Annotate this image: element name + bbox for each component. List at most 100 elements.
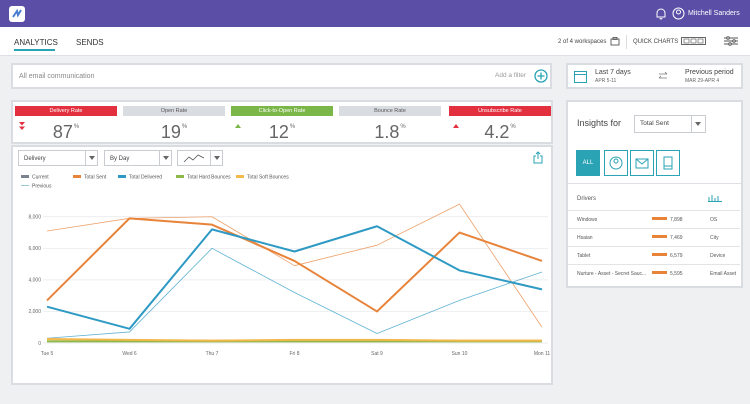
filter-text: All email communication (19, 73, 95, 80)
kpi-panel: Delivery Rate 87% Open Rate 19% Click-to… (11, 100, 553, 144)
workspaces[interactable]: 2 of 4 workspaces (558, 39, 607, 45)
swap-icon[interactable] (658, 71, 668, 81)
previous-dates: MAR 29-APR 4 (685, 78, 720, 84)
kpi-value: 1.8% (339, 122, 441, 143)
legend-swatch (73, 175, 81, 178)
chart-type-dropdown[interactable] (177, 150, 223, 166)
kpi-value: 12% (231, 122, 333, 143)
previous-period: Previous period (685, 69, 734, 76)
drivers-title: Drivers (577, 196, 596, 202)
filter-device-button[interactable] (656, 150, 680, 176)
tab-analytics[interactable]: ANALYTICS (14, 38, 58, 47)
driver-row[interactable]: Hsaian 7,469 City (568, 228, 740, 245)
chart-panel: Delivery By Day Current Total Sent Total D… (11, 145, 553, 385)
kpi-card[interactable]: Open Rate 19% (123, 106, 225, 144)
y-tick-label: 4,000 (28, 278, 41, 284)
kpi-number: 19 (160, 122, 181, 142)
x-tick-label: Sun 10 (452, 351, 468, 357)
add-filter[interactable]: Add a filter (495, 72, 527, 79)
user-icon[interactable] (672, 7, 685, 20)
driver-type: Device (710, 253, 726, 259)
previous-line (46, 203, 543, 328)
kpi-card[interactable]: Click-to-Open Rate 12% (231, 106, 333, 144)
top-bar: Mitchell Sanders (0, 0, 750, 27)
driver-type: Email Asset (710, 271, 737, 277)
kpi-unit: % (400, 124, 406, 130)
y-tick-label: 8,000 (28, 215, 41, 221)
x-tick-label: Fri 8 (290, 351, 300, 357)
kpi-value: 87% (15, 122, 117, 143)
kpi-label: Unsubscribe Rate (449, 106, 551, 116)
tab-sends[interactable]: SENDS (76, 38, 104, 47)
kpi-value: 4.2% (449, 122, 551, 143)
x-tick-label: Sat 9 (371, 351, 383, 357)
driver-name: Hsaian (577, 235, 593, 241)
x-tick-label: Mon 11 (534, 351, 551, 357)
current-dates: APR 5-11 (595, 78, 617, 84)
kpi-value: 19% (123, 122, 225, 143)
filter-people-button[interactable] (604, 150, 628, 176)
kpi-card[interactable]: Bounce Rate 1.8% (339, 106, 441, 144)
quick-charts[interactable]: QUICK CHARTS (633, 39, 679, 45)
driver-value: 7,469 (670, 235, 683, 241)
driver-name: Windows (577, 217, 598, 223)
calendar-icon (574, 71, 587, 83)
trend-down-icon (19, 122, 25, 130)
trend-up-icon (235, 124, 241, 128)
kpi-label: Open Rate (123, 106, 225, 116)
quick-charts-icon[interactable] (681, 37, 706, 45)
legend-label: Total Delivered (129, 175, 162, 181)
legend-swatch (176, 175, 184, 178)
divider (626, 35, 627, 49)
kpi-unit: % (73, 124, 80, 130)
kpi-label: Click-to-Open Rate (231, 106, 333, 116)
tab-bar: ANALYTICS SENDS 2 of 4 workspaces QUICK … (0, 27, 750, 56)
filter-all-button[interactable]: ALL (576, 150, 600, 176)
driver-type: City (710, 235, 719, 241)
metric-dropdown[interactable]: Delivery (18, 150, 98, 166)
active-tab-indicator (14, 49, 55, 51)
current-period: Last 7 days (595, 69, 631, 76)
metric-selected: Delivery (24, 156, 46, 162)
kpi-number: 12 (268, 122, 289, 142)
kpi-label: Bounce Rate (339, 106, 441, 116)
line-chart: Current Total Sent Total Delivered Total Ha… (21, 175, 551, 357)
interval-dropdown[interactable]: By Day (104, 150, 172, 166)
insights-metric-dropdown[interactable]: Total Sent (634, 115, 706, 133)
notifications-icon[interactable] (655, 7, 667, 20)
kpi-unit: % (289, 124, 296, 130)
kpi-number: 1.8 (374, 122, 400, 142)
driver-row[interactable]: Nurture - Asset - Secret Sauc... 5,595 Ema… (568, 264, 740, 281)
kpi-number: 87 (52, 122, 73, 142)
user-name[interactable]: Mitchell Sanders (688, 10, 740, 17)
kpi-card[interactable]: Delivery Rate 87% (15, 106, 117, 144)
kpi-label: Delivery Rate (15, 106, 117, 116)
workspace-icon[interactable] (610, 37, 620, 46)
driver-row[interactable]: Windows 7,898 OS (568, 210, 740, 227)
y-tick-label: 0 (38, 341, 41, 347)
legend-label: Current (32, 175, 49, 181)
period-selector[interactable]: Last 7 days APR 5-11 Previous period MAR… (566, 63, 743, 89)
driver-value: 6,579 (670, 253, 683, 259)
add-filter-icon[interactable] (534, 69, 548, 83)
x-tick-label: Tue 5 (41, 351, 54, 357)
filter-email-button[interactable] (630, 150, 654, 176)
kpi-card[interactable]: Unsubscribe Rate 4.2% (449, 106, 551, 144)
driver-row[interactable]: Tablet 6,579 Device (568, 246, 740, 263)
x-tick-label: Wed 6 (122, 351, 137, 357)
share-icon[interactable] (533, 151, 543, 164)
logo[interactable] (9, 6, 25, 22)
settings-icon[interactable] (724, 36, 738, 46)
driver-value: 5,595 (670, 271, 683, 277)
kpi-number: 4.2 (484, 122, 510, 142)
kpi-unit: % (510, 124, 516, 130)
legend-label: Total Hard Bounces (187, 175, 231, 181)
drivers-chart-icon[interactable] (708, 194, 722, 202)
insights-panel: Insights for Total Sent ALL Drivers Wind… (566, 100, 743, 288)
x-tick-label: Thu 7 (206, 351, 219, 357)
driver-type: OS (710, 217, 718, 223)
legend-label: Total Soft Bounces (247, 175, 289, 181)
filter-bar[interactable]: All email communication Add a filter (11, 63, 552, 89)
legend-swatch (118, 175, 126, 178)
